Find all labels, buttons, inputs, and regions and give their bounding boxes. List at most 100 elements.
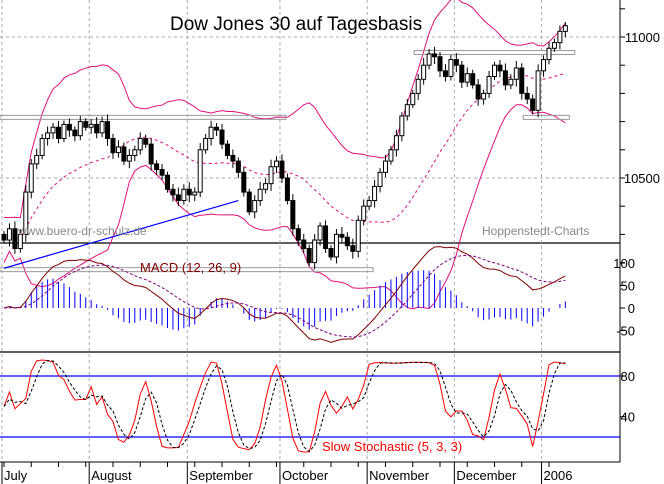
candle-up xyxy=(415,78,421,94)
candle-down xyxy=(170,188,176,196)
candle-up xyxy=(181,188,187,202)
candle-up xyxy=(252,200,258,213)
candle-down xyxy=(442,70,448,77)
candle-up xyxy=(546,47,552,61)
candle-down xyxy=(219,129,225,145)
macd-tick-label: 50 xyxy=(621,279,635,294)
candle-down xyxy=(224,143,230,156)
candle-up xyxy=(557,30,563,44)
support-resistance-line xyxy=(0,114,287,120)
stochastic-label: Slow Stochastic (5, 3, 3) xyxy=(322,439,462,454)
candle-down xyxy=(241,171,247,193)
candle-up xyxy=(333,233,339,258)
candle-down xyxy=(94,123,100,134)
candle-down xyxy=(339,233,345,238)
candle-up xyxy=(268,166,274,185)
candle-up xyxy=(551,42,557,49)
candle-down xyxy=(1,233,7,241)
candle-up xyxy=(562,25,568,32)
candle-up xyxy=(492,64,497,77)
candle-up xyxy=(192,191,198,196)
candle-up xyxy=(263,183,269,190)
stochastic-tick-label: 80 xyxy=(621,369,635,384)
candle-down xyxy=(230,154,236,162)
candle-up xyxy=(399,115,405,137)
candle-up xyxy=(383,160,388,173)
candle-up xyxy=(541,59,547,72)
month-label: July xyxy=(4,468,28,483)
candle-up xyxy=(208,126,214,140)
candle-down xyxy=(121,146,127,162)
candle-down xyxy=(437,56,443,72)
candle-down xyxy=(290,200,296,230)
price-tick-label: 10500 xyxy=(624,171,660,186)
candle-down xyxy=(148,143,154,165)
candle-up xyxy=(99,121,105,134)
stochastic-tick-label: 40 xyxy=(621,410,635,425)
candle-up xyxy=(203,138,209,151)
candle-down xyxy=(279,160,285,179)
candle-up xyxy=(77,121,83,137)
candle-up xyxy=(197,149,203,193)
bollinger-middle xyxy=(3,72,566,241)
candle-up xyxy=(257,188,263,202)
candle-up xyxy=(426,53,432,66)
month-label: September xyxy=(189,468,253,483)
watermark-left: www.buero-dr-schulz.de xyxy=(17,224,147,238)
candle-up xyxy=(508,78,514,86)
candle-up xyxy=(366,200,372,207)
month-label: August xyxy=(91,468,132,483)
month-label: 2006 xyxy=(544,468,573,483)
candle-down xyxy=(83,121,89,128)
candle-up xyxy=(115,146,121,154)
candle-down xyxy=(159,169,165,176)
candle-up xyxy=(39,138,45,156)
candle-down xyxy=(12,228,18,249)
candle-down xyxy=(350,245,356,252)
candle-down xyxy=(110,138,116,154)
candle-up xyxy=(17,233,23,249)
candle-up xyxy=(361,205,367,221)
macd-tick-label: -50 xyxy=(616,324,635,339)
candle-up xyxy=(481,92,487,100)
candle-down xyxy=(344,236,350,247)
candle-up xyxy=(6,228,12,241)
watermark-right: Hoppenstedt-Charts xyxy=(482,224,589,238)
candle-up xyxy=(513,67,519,80)
bollinger-lower xyxy=(3,104,566,310)
candle-down xyxy=(246,191,252,213)
candle-down xyxy=(105,121,111,140)
macd-signal-line xyxy=(3,254,566,338)
bollinger-upper xyxy=(4,0,566,219)
candle-up xyxy=(535,70,541,111)
candle-down xyxy=(165,174,170,190)
candles xyxy=(1,22,568,270)
candle-down xyxy=(432,53,438,58)
candle-up xyxy=(23,191,29,235)
stochastic-k-line xyxy=(3,359,566,453)
support-resistance-line xyxy=(0,267,374,273)
candle-down xyxy=(530,98,536,111)
candle-up xyxy=(372,185,378,202)
candle-down xyxy=(328,248,334,258)
candle-down xyxy=(66,123,72,131)
candle-up xyxy=(404,104,410,117)
candle-down xyxy=(502,70,508,86)
month-label: December xyxy=(456,468,517,483)
support-resistance-line xyxy=(413,50,576,56)
candle-down xyxy=(306,248,312,264)
candle-up xyxy=(126,154,132,162)
candle-up xyxy=(312,239,318,264)
macd-panel xyxy=(3,246,566,343)
macd-line xyxy=(3,246,566,343)
candle-up xyxy=(317,225,323,241)
candle-down xyxy=(154,163,160,171)
grid xyxy=(0,0,621,463)
candle-down xyxy=(470,73,476,86)
candle-down xyxy=(519,67,525,94)
candle-up xyxy=(448,59,454,77)
candle-up xyxy=(486,75,492,94)
